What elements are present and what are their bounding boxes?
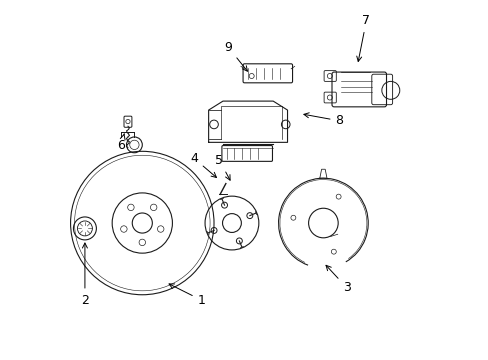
Text: 9: 9 — [224, 41, 247, 71]
Text: 4: 4 — [190, 152, 216, 177]
Text: 3: 3 — [325, 265, 350, 294]
Text: 1: 1 — [169, 284, 205, 307]
Text: 7: 7 — [356, 14, 370, 62]
Text: 8: 8 — [303, 113, 343, 127]
Text: 5: 5 — [215, 154, 230, 180]
Text: 6: 6 — [117, 134, 125, 152]
Text: 2: 2 — [81, 243, 89, 307]
